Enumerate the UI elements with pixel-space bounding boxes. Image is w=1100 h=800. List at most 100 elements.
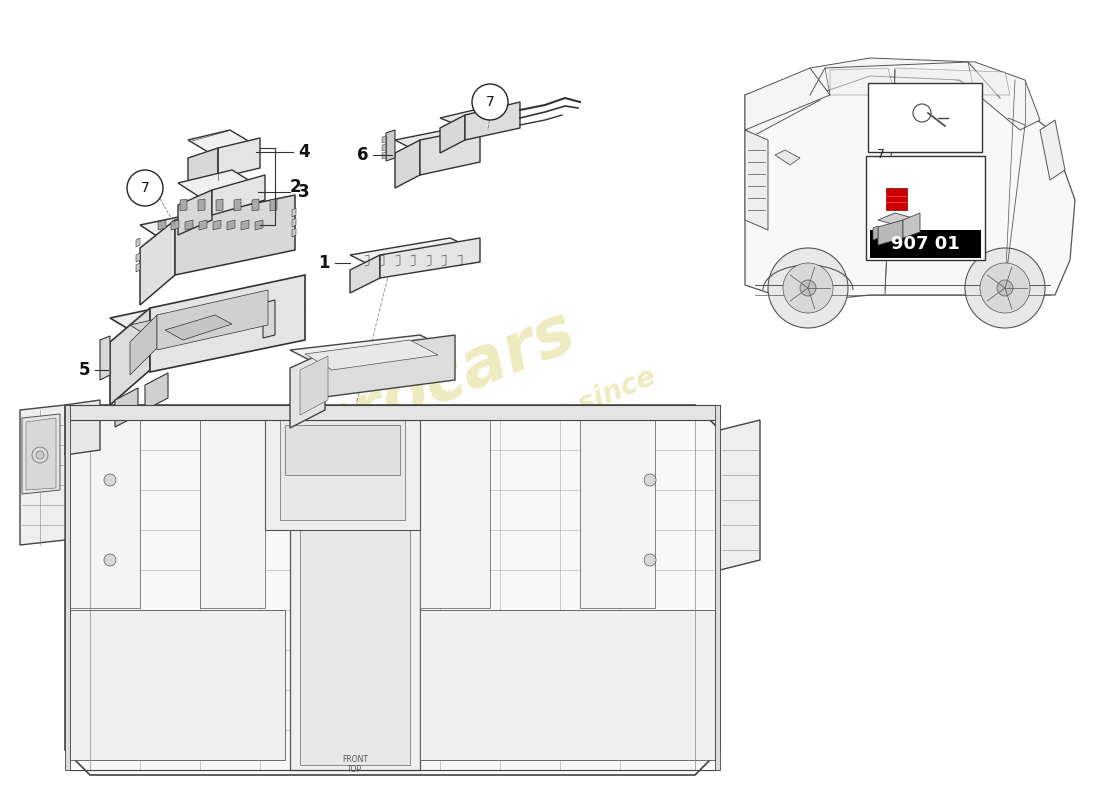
Polygon shape bbox=[580, 420, 654, 608]
Polygon shape bbox=[26, 418, 56, 490]
Polygon shape bbox=[420, 128, 480, 175]
Polygon shape bbox=[20, 405, 65, 545]
Polygon shape bbox=[440, 105, 520, 128]
Polygon shape bbox=[158, 220, 166, 230]
Circle shape bbox=[472, 84, 508, 120]
Text: 1: 1 bbox=[319, 254, 330, 272]
Polygon shape bbox=[198, 199, 205, 211]
Polygon shape bbox=[420, 420, 490, 608]
FancyBboxPatch shape bbox=[868, 83, 982, 152]
Polygon shape bbox=[290, 335, 455, 368]
Polygon shape bbox=[745, 68, 830, 130]
Polygon shape bbox=[145, 373, 168, 410]
Polygon shape bbox=[178, 190, 212, 235]
Polygon shape bbox=[300, 356, 328, 415]
Polygon shape bbox=[292, 208, 296, 217]
Polygon shape bbox=[110, 308, 150, 405]
Polygon shape bbox=[136, 238, 140, 247]
Polygon shape bbox=[136, 253, 140, 262]
Polygon shape bbox=[790, 58, 1040, 130]
Circle shape bbox=[36, 451, 44, 459]
Circle shape bbox=[800, 280, 816, 296]
Polygon shape bbox=[150, 275, 305, 372]
Polygon shape bbox=[213, 220, 221, 230]
Text: a place for All parts since: a place for All parts since bbox=[279, 362, 660, 538]
Circle shape bbox=[768, 248, 848, 328]
Polygon shape bbox=[305, 340, 438, 370]
Polygon shape bbox=[465, 102, 520, 140]
Text: 4: 4 bbox=[298, 143, 309, 161]
Polygon shape bbox=[185, 220, 192, 230]
Polygon shape bbox=[290, 410, 420, 770]
Polygon shape bbox=[285, 425, 400, 475]
Polygon shape bbox=[883, 185, 910, 215]
Text: 7: 7 bbox=[877, 148, 886, 161]
Polygon shape bbox=[227, 220, 235, 230]
Polygon shape bbox=[292, 218, 296, 227]
Polygon shape bbox=[382, 144, 386, 151]
Circle shape bbox=[965, 248, 1045, 328]
Polygon shape bbox=[216, 199, 223, 211]
Polygon shape bbox=[420, 610, 715, 760]
Text: 7: 7 bbox=[141, 181, 150, 195]
Polygon shape bbox=[350, 238, 480, 270]
Polygon shape bbox=[175, 195, 295, 275]
Polygon shape bbox=[895, 68, 1010, 95]
Polygon shape bbox=[136, 263, 140, 272]
Circle shape bbox=[104, 474, 116, 486]
Circle shape bbox=[783, 263, 833, 313]
Circle shape bbox=[644, 554, 656, 566]
Polygon shape bbox=[903, 213, 920, 238]
Polygon shape bbox=[379, 238, 480, 278]
Polygon shape bbox=[745, 95, 820, 135]
Text: 6: 6 bbox=[356, 146, 369, 164]
Polygon shape bbox=[880, 180, 915, 220]
Polygon shape bbox=[70, 610, 285, 760]
Polygon shape bbox=[100, 336, 110, 380]
Polygon shape bbox=[878, 213, 920, 227]
Circle shape bbox=[644, 474, 656, 486]
Polygon shape bbox=[65, 405, 721, 775]
Polygon shape bbox=[180, 199, 187, 211]
Polygon shape bbox=[188, 130, 260, 158]
Polygon shape bbox=[324, 335, 455, 397]
Polygon shape bbox=[165, 315, 232, 340]
Polygon shape bbox=[199, 220, 207, 230]
Circle shape bbox=[104, 554, 116, 566]
Polygon shape bbox=[720, 420, 760, 570]
Polygon shape bbox=[178, 170, 265, 205]
Text: eurocars: eurocars bbox=[255, 298, 584, 482]
Polygon shape bbox=[270, 199, 277, 211]
Polygon shape bbox=[745, 72, 1075, 300]
Circle shape bbox=[997, 280, 1013, 296]
Polygon shape bbox=[290, 352, 324, 428]
Polygon shape bbox=[212, 175, 265, 215]
Polygon shape bbox=[65, 405, 70, 770]
Polygon shape bbox=[395, 140, 420, 188]
Polygon shape bbox=[70, 420, 140, 608]
FancyBboxPatch shape bbox=[866, 156, 984, 260]
Polygon shape bbox=[776, 150, 800, 165]
Polygon shape bbox=[170, 220, 179, 230]
Polygon shape bbox=[130, 300, 268, 342]
Polygon shape bbox=[22, 414, 61, 494]
Polygon shape bbox=[386, 130, 395, 161]
Polygon shape bbox=[440, 115, 465, 153]
Polygon shape bbox=[1040, 120, 1065, 180]
Polygon shape bbox=[873, 226, 878, 240]
Polygon shape bbox=[140, 200, 295, 248]
Polygon shape bbox=[395, 128, 480, 153]
Polygon shape bbox=[300, 415, 410, 765]
Circle shape bbox=[980, 263, 1030, 313]
Polygon shape bbox=[745, 130, 768, 230]
Bar bbox=[870, 230, 981, 258]
Circle shape bbox=[126, 170, 163, 206]
Polygon shape bbox=[292, 228, 296, 237]
Polygon shape bbox=[65, 400, 100, 455]
Polygon shape bbox=[382, 152, 386, 159]
Polygon shape bbox=[234, 199, 241, 211]
Text: TOP: TOP bbox=[348, 766, 363, 774]
Polygon shape bbox=[715, 405, 720, 770]
Text: 3: 3 bbox=[298, 183, 309, 201]
Polygon shape bbox=[265, 410, 420, 530]
